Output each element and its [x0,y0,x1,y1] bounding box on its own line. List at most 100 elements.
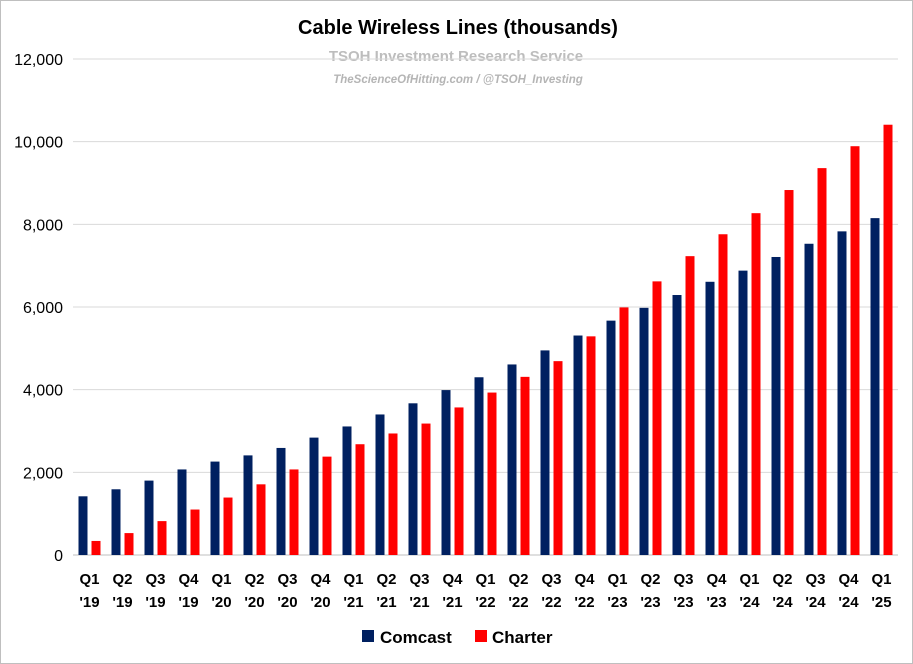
charter-bar [223,497,233,555]
x-tick-quarter: Q2 [112,571,132,588]
x-tick-quarter: Q3 [673,571,693,588]
x-tick-year: '19 [79,594,99,611]
comcast-bar [375,414,385,555]
x-tick-year: '24 [838,594,859,611]
comcast-bar [804,243,814,555]
chart-title: Cable Wireless Lines (thousands) [298,17,618,39]
x-tick-year: '20 [244,594,264,611]
comcast-bar [837,231,847,556]
chart-subtitle: TSOH Investment Research Service [329,48,583,65]
charter-bar [190,509,200,555]
comcast-bar [639,307,649,555]
comcast-bar [573,335,583,555]
x-tick-quarter: Q2 [640,571,660,588]
x-tick-quarter: Q1 [343,571,363,588]
x-tick-year: '22 [475,594,495,611]
charter-bar [454,407,464,555]
x-tick-year: '24 [772,594,793,611]
charter-bar [817,168,827,555]
comcast-bar [507,364,517,555]
x-tick-year: '19 [112,594,132,611]
charter-bar [685,256,695,555]
x-tick-quarter: Q2 [772,571,792,588]
comcast-bar [672,295,682,555]
comcast-bar [408,403,418,555]
x-tick-year: '21 [376,594,396,611]
x-tick-year: '22 [541,594,561,611]
x-tick-year: '19 [178,594,198,611]
x-tick-quarter: Q4 [706,571,727,588]
comcast-bar [540,350,550,555]
x-tick-quarter: Q2 [376,571,396,588]
charter-bar [322,456,332,555]
x-tick-year: '23 [673,594,693,611]
x-tick-quarter: Q3 [805,571,825,588]
comcast-bar [705,281,715,555]
charter-bar [124,533,134,555]
comcast-bar [441,390,451,555]
charter-bar [784,190,794,555]
comcast-bar [78,496,88,555]
x-tick-quarter: Q3 [277,571,297,588]
x-tick-quarter: Q3 [409,571,429,588]
x-tick-year: '24 [805,594,826,611]
charter-bar [652,281,662,555]
legend-swatch-comcast [362,630,374,642]
x-tick-year: '19 [145,594,165,611]
y-tick-label: 4,000 [23,383,63,400]
comcast-bar [474,377,484,555]
charter-bar [850,146,860,556]
x-tick-year: '23 [607,594,627,611]
charter-bar [355,444,365,555]
x-tick-quarter: Q4 [442,571,463,588]
legend-label-comcast: Comcast [380,628,452,647]
y-axis: 0 2,000 4,000 6,000 8,000 10,000 12,000 [14,52,63,565]
y-tick-label: 2,000 [23,465,63,482]
x-tick-quarter: Q3 [145,571,165,588]
charter-bar [157,521,167,555]
legend-swatch-charter [475,630,487,642]
comcast-bar [606,320,616,555]
charter-bar [388,433,398,555]
comcast-bar [210,461,220,555]
charter-bar [256,484,266,555]
x-tick-quarter: Q1 [79,571,99,588]
y-tick-label: 12,000 [14,52,63,69]
charter-bar [421,423,431,555]
comcast-bar [276,447,286,555]
x-tick-quarter: Q1 [475,571,495,588]
x-tick-quarter: Q3 [541,571,561,588]
comcast-bar [738,270,748,555]
x-tick-quarter: Q1 [607,571,627,588]
comcast-bar [342,426,352,555]
x-tick-year: '22 [574,594,594,611]
bars [78,124,893,556]
charter-bar [487,392,497,555]
y-tick-label: 10,000 [14,135,63,152]
x-tick-year: '23 [640,594,660,611]
charter-bar [520,376,530,555]
chart-credit: TheScienceOfHitting.com / @TSOH_Investin… [333,74,583,86]
x-tick-year: '20 [277,594,297,611]
comcast-bar [111,489,121,555]
comcast-bar [870,218,880,555]
y-tick-label: 0 [54,548,63,565]
x-tick-year: '25 [871,594,891,611]
x-tick-year: '23 [706,594,726,611]
comcast-bar [309,437,319,555]
x-tick-quarter: Q1 [739,571,759,588]
comcast-bar [771,256,781,555]
charter-bar [553,361,563,555]
y-tick-label: 8,000 [23,217,63,234]
x-tick-year: '20 [310,594,330,611]
x-tick-quarter: Q4 [178,571,199,588]
charter-bar [718,234,728,555]
x-tick-quarter: Q1 [871,571,891,588]
charter-bar [751,213,761,555]
legend-label-charter: Charter [492,628,553,647]
charter-bar [883,124,893,555]
x-tick-year: '21 [409,594,429,611]
x-tick-year: '21 [442,594,462,611]
